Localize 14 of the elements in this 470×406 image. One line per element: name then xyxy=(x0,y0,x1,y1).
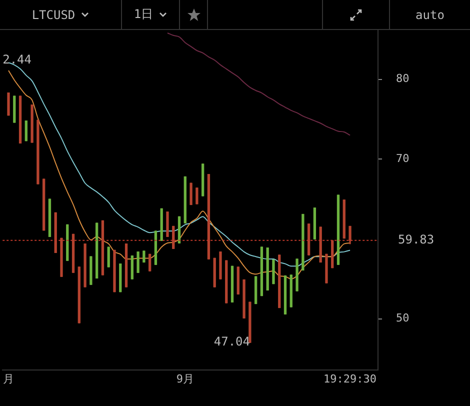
text: auto xyxy=(416,8,444,22)
x-tick-label: 月 xyxy=(3,372,14,386)
chart-subtitle: 1日 xyxy=(134,6,154,23)
chart-title: LTCUSD xyxy=(32,8,76,22)
x-tick-label: 9月 xyxy=(176,372,194,386)
y-tick-label: 70 xyxy=(396,152,410,166)
y-tick-label: 80 xyxy=(396,72,410,86)
candlestick xyxy=(142,250,146,263)
annotation: 47.04 xyxy=(214,334,250,349)
x-tick-label: 19:29:30 xyxy=(324,372,377,386)
line-series xyxy=(166,32,351,136)
annotation: 2.44 xyxy=(2,52,32,67)
ref-line-label: 59.83 xyxy=(398,232,434,247)
y-tick-label: 50 xyxy=(396,312,410,325)
